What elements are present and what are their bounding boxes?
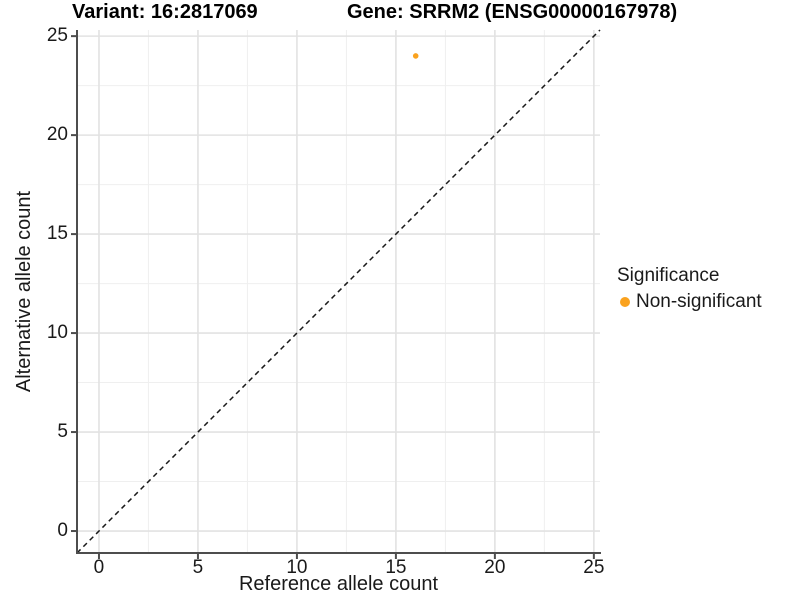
y-tick-label: 25 <box>46 25 68 47</box>
legend: Significance Non-significant <box>617 263 762 313</box>
x-axis-title: Reference allele count <box>238 573 438 595</box>
legend-item-non-significant: Non-significant <box>617 291 762 313</box>
y-tick-label: 0 <box>57 520 68 542</box>
legend-title: Significance <box>617 265 720 286</box>
y-axis-title: Alternative allele count <box>13 190 36 393</box>
x-tick-label: 0 <box>93 557 105 578</box>
legend-point-icon <box>620 297 630 307</box>
y-tick-label: 15 <box>46 223 68 245</box>
y-tick-label: 10 <box>46 322 68 344</box>
x-tick-label: 15 <box>385 557 407 578</box>
y-axis-title-wrap: Alternative allele count <box>2 30 48 553</box>
plot-title-variant: Variant: 16:2817069 <box>72 1 258 23</box>
x-tick-label: 10 <box>286 557 308 578</box>
y-tick-label: 20 <box>46 124 68 146</box>
x-tick-label: 25 <box>583 557 605 578</box>
x-tick-label: 20 <box>484 557 506 578</box>
legend-item-label: Non-significant <box>636 291 762 312</box>
x-tick-label: 5 <box>192 557 204 578</box>
y-tick-label: 5 <box>57 421 68 443</box>
plot-title-gene: Gene: SRRM2 (ENSG00000167978) <box>347 1 678 23</box>
data-point <box>412 53 419 59</box>
